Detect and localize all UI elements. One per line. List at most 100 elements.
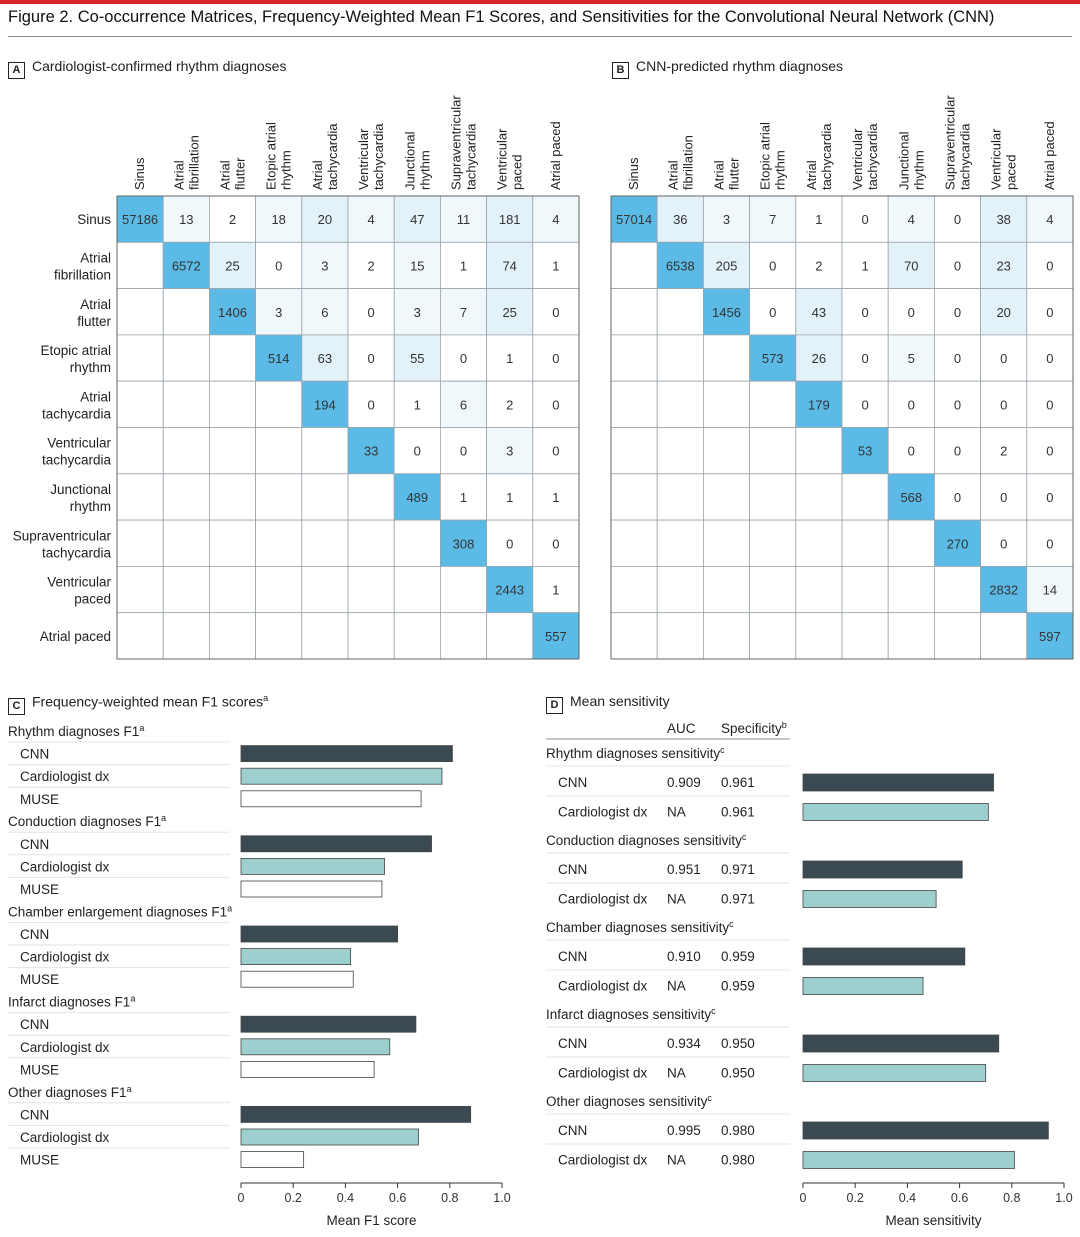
matrix-cell (749, 566, 797, 614)
matrix-cell (532, 519, 580, 567)
matrix-cell (887, 195, 935, 243)
matrix-col-label: fibrillation (680, 135, 695, 190)
matrix-cell (749, 473, 797, 521)
matrix-cell (347, 380, 395, 428)
specificity-value: 0.971 (721, 892, 755, 907)
f1-bar-label: CNN (20, 1107, 49, 1122)
matrix-col-label: fibrillation (186, 135, 201, 190)
matrix-cell (795, 612, 843, 660)
matrix-cell-value: 2 (229, 212, 236, 227)
matrix-cell (656, 473, 704, 521)
matrix-cell (162, 519, 210, 567)
matrix-cell-value: 15 (410, 258, 424, 273)
matrix-cell (301, 519, 349, 567)
matrix-cell-value: 0 (1046, 351, 1053, 366)
matrix-cell (841, 612, 889, 660)
top-accent-bar (0, 0, 1080, 4)
matrix-col-label: paced (1004, 155, 1019, 190)
sensitivity-bar (802, 977, 924, 995)
matrix-cell (208, 241, 256, 290)
f1-x-axis-label: Mean F1 score (326, 1213, 416, 1228)
auc-value: NA (667, 979, 686, 994)
matrix-cell (610, 427, 658, 475)
matrix-cell (703, 380, 751, 428)
sensitivity-bar-label: Cardiologist dx (558, 1066, 648, 1081)
matrix-cell-value: 179 (808, 397, 830, 412)
f1-bar (240, 925, 399, 943)
matrix-cell-value: 0 (552, 444, 559, 459)
matrix-cell (162, 427, 210, 475)
matrix-row-label: flutter (77, 314, 111, 329)
matrix-row-label: Atrial (80, 250, 111, 265)
matrix-cell (301, 612, 349, 660)
auc-value: 0.910 (667, 949, 701, 964)
matrix-col-label: rhythm (911, 150, 926, 190)
specificity-value: 0.980 (721, 1153, 755, 1168)
sensitivity-group-label: Chamber diagnoses sensitivityc (546, 919, 734, 935)
f1-bar (240, 948, 352, 965)
panel-c-label: C Frequency-weighted mean F1 scoresa (8, 693, 268, 715)
matrix-col-label: Atrial (712, 160, 727, 190)
matrix-cell (703, 519, 751, 567)
matrix-cell (116, 473, 164, 521)
f1-x-tick-label: 0.2 (285, 1191, 302, 1205)
panel-b-title: CNN-predicted rhythm diagnoses (636, 58, 843, 74)
panel-b-label: B CNN-predicted rhythm diagnoses (612, 58, 843, 79)
matrix-cell-value: 0 (1046, 305, 1053, 320)
matrix-cell (255, 473, 303, 521)
matrix-cell-value: 26 (812, 351, 826, 366)
matrix-cell-value: 194 (314, 397, 336, 412)
matrix-cell (162, 334, 210, 382)
matrix-cell (841, 473, 889, 521)
matrix-cell-value: 2 (1000, 444, 1007, 459)
matrix-cell-value: 0 (1046, 536, 1053, 551)
matrix-cell (610, 380, 658, 428)
matrix-cell (1026, 380, 1074, 428)
matrix-cell-value: 181 (499, 212, 521, 227)
matrix-cell (208, 566, 256, 614)
matrix-cell-value: 0 (1000, 536, 1007, 551)
sensitivity-bar-label: CNN (558, 1036, 587, 1051)
sensitivity-bar-label: Cardiologist dx (558, 979, 648, 994)
matrix-cell (1026, 427, 1074, 475)
matrix-cell (255, 612, 303, 660)
matrix-row-label: Etopic atrial (40, 343, 111, 358)
specificity-value: 0.971 (721, 862, 755, 877)
matrix-cell (887, 566, 935, 614)
matrix-cell (255, 334, 303, 382)
matrix-cell-value: 6 (460, 397, 467, 412)
f1-x-tick-label: 0.4 (337, 1191, 354, 1205)
f1-bar (240, 1038, 391, 1056)
matrix-cell (532, 288, 580, 336)
matrix-cell-value: 0 (1046, 444, 1053, 459)
matrix-cell (656, 427, 704, 475)
matrix-cell (301, 566, 349, 614)
matrix-cell-value: 57014 (616, 212, 652, 227)
matrix-cell (656, 612, 704, 660)
matrix-cell (841, 427, 889, 475)
matrix-cell (980, 241, 1028, 290)
sensitivity-bar (802, 890, 937, 908)
matrix-cell (749, 334, 797, 382)
matrix-cell-value: 0 (908, 305, 915, 320)
matrix-row-label: paced (74, 592, 111, 607)
matrix-cell (301, 427, 349, 475)
matrix-cell (208, 473, 256, 521)
f1-bar-label: MUSE (20, 882, 59, 897)
matrix-row-label: rhythm (70, 360, 111, 375)
matrix-cell-value: 6538 (666, 258, 695, 273)
matrix-cell (887, 519, 935, 567)
sensitivity-bar-label: CNN (558, 949, 587, 964)
specificity-value: 0.950 (721, 1036, 755, 1051)
matrix-cell (656, 519, 704, 567)
figure-title: Figure 2. Co-occurrence Matrices, Freque… (8, 8, 995, 26)
matrix-col-label: Junctional (402, 131, 417, 190)
f1-bar (240, 1106, 472, 1123)
matrix-cell (980, 566, 1028, 614)
sensitivity-bar (802, 1064, 987, 1082)
matrix-row-label: tachycardia (42, 453, 112, 468)
matrix-cell (610, 519, 658, 567)
matrix-cell-value: 0 (1000, 351, 1007, 366)
panel-b-letter: B (612, 62, 629, 79)
matrix-cell-value: 0 (1000, 490, 1007, 505)
